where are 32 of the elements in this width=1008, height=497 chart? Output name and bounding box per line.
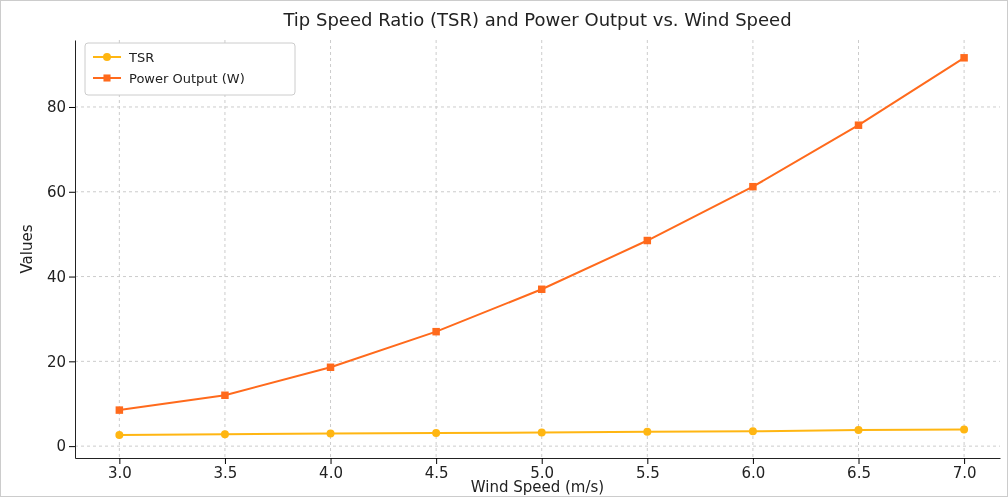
x-tick-label: 3.0 — [107, 463, 132, 482]
point — [748, 427, 757, 436]
point — [115, 431, 124, 440]
y-tick-label: 60 — [46, 183, 66, 202]
point — [749, 182, 757, 191]
x-tick-label: 5.5 — [635, 463, 660, 482]
point — [220, 430, 229, 439]
x-tick-label: 6.5 — [847, 463, 871, 482]
x-tick-label: 7.0 — [952, 463, 977, 482]
y-tick-label: 40 — [46, 267, 66, 286]
y-tick-label: 0 — [56, 437, 66, 456]
legend-label: Power Output (W) — [129, 71, 245, 86]
point — [643, 427, 652, 436]
point — [432, 429, 441, 437]
point — [432, 327, 440, 336]
point — [854, 426, 863, 434]
y-tick-label: 80 — [46, 98, 66, 117]
x-tick-label: 4.5 — [424, 463, 449, 482]
y-axis-title: Values — [18, 224, 36, 274]
point — [115, 406, 124, 414]
point — [960, 425, 969, 434]
x-tick-label: 3.5 — [213, 463, 238, 482]
point — [854, 121, 863, 129]
x-tick-label: 4.0 — [319, 463, 343, 482]
chart-title: Tip Speed Ratio (TSR) and Power Output vs. Wind Speed — [282, 9, 792, 30]
legend-label: TSR — [128, 50, 155, 65]
point — [221, 391, 229, 399]
y-tick-label: 20 — [46, 352, 66, 371]
point — [537, 428, 546, 437]
point — [326, 429, 335, 438]
x-tick-label: 6.0 — [741, 463, 766, 482]
point — [960, 54, 968, 62]
